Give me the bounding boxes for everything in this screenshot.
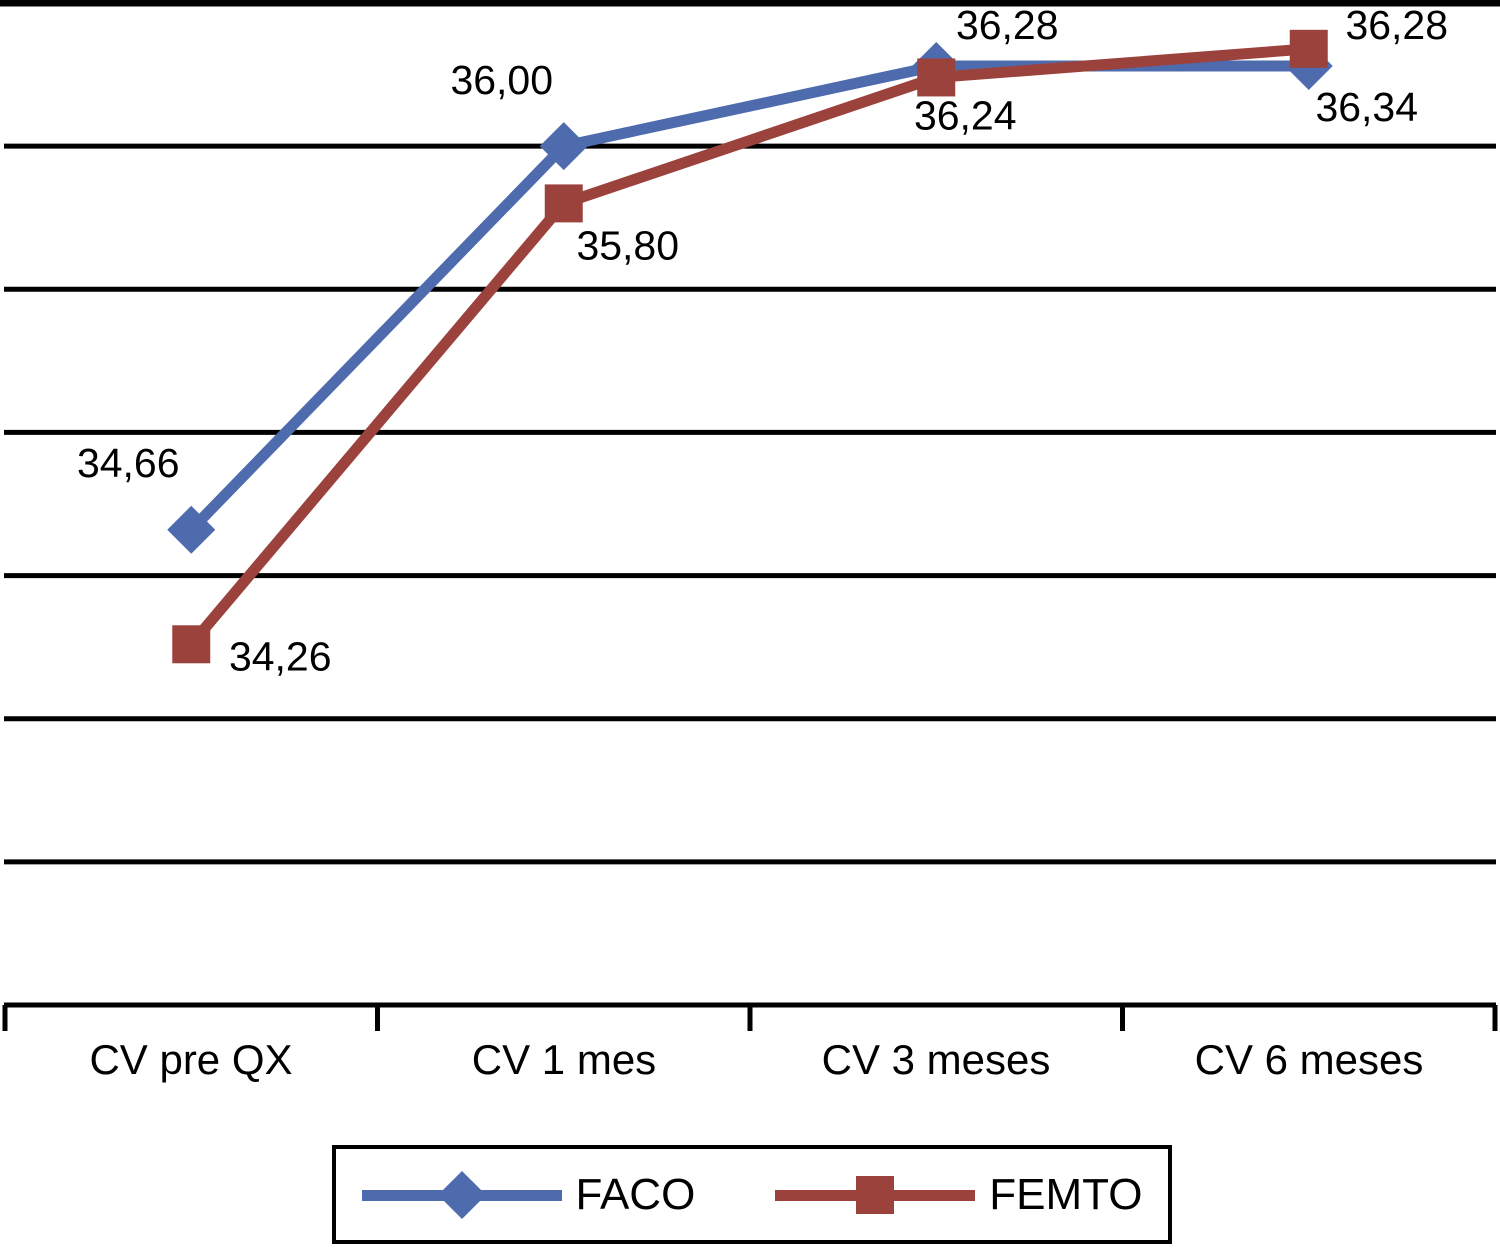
data-point-label-faco: 34,66: [77, 440, 180, 486]
series-line-femto: [187, 43, 1310, 648]
x-axis-label-cv-6-meses: CV 6 meses: [1194, 1036, 1424, 1083]
faco-diamond-marker-icon: [437, 1170, 486, 1219]
x-axis-label-cv-3-meses: CV 3 meses: [821, 1036, 1051, 1083]
legend-item-faco: FACO: [361, 1163, 696, 1227]
data-point-label-femto: 35,80: [576, 222, 679, 268]
series-group: [167, 29, 1333, 664]
data-point-marker-femto: [544, 184, 583, 223]
faco-line-swatch: [361, 1163, 562, 1227]
x-axis-label-cv-1-mes: CV 1 mes: [471, 1036, 657, 1083]
data-point-label-faco: 36,00: [450, 57, 553, 103]
legend-label-faco: FACO: [575, 1169, 696, 1219]
data-point-label-faco: 36,28: [1345, 2, 1448, 48]
data-point-marker-femto: [1289, 29, 1328, 68]
data-labels-group: 34,66 36,00 36,28 36,28 34,26 35,80 36,24 36,34: [77, 2, 1448, 679]
data-point-label-faco: 36,28: [956, 2, 1059, 48]
data-point-label-femto: 34,26: [229, 633, 332, 679]
data-point-marker-faco: [539, 122, 588, 171]
legend-item-femto: FEMTO: [775, 1163, 1142, 1227]
legend: FACO FEMTO: [332, 1145, 1172, 1244]
data-point-label-femto: 36,34: [1315, 84, 1418, 130]
data-point-marker-femto: [917, 58, 956, 97]
x-axis-label-cv-pre-qx: CV pre QX: [89, 1036, 293, 1083]
data-point-marker-faco: [167, 505, 216, 554]
legend-label-femto: FEMTO: [989, 1169, 1143, 1219]
femto-square-marker-icon: [856, 1175, 895, 1214]
data-point-marker-femto: [172, 625, 211, 664]
gridlines-group: [0, 0, 1500, 1031]
femto-line-swatch: [775, 1163, 976, 1227]
data-point-label-femto: 36,24: [914, 92, 1017, 138]
